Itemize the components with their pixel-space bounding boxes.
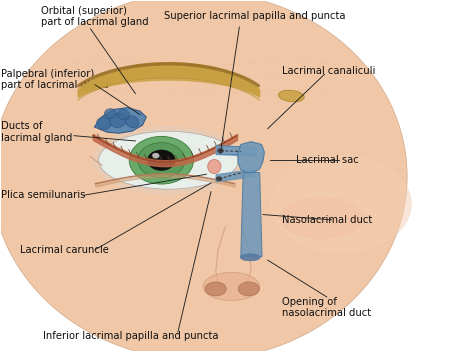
- Polygon shape: [241, 172, 262, 257]
- Text: Orbital (superior)
part of lacrimal gland: Orbital (superior) part of lacrimal glan…: [41, 6, 148, 27]
- Text: Lacrimal canaliculi: Lacrimal canaliculi: [282, 66, 375, 76]
- Ellipse shape: [238, 282, 259, 296]
- Text: Superior lacrimal papilla and puncta: Superior lacrimal papilla and puncta: [164, 12, 345, 21]
- Ellipse shape: [99, 131, 238, 189]
- Text: Opening of
nasolacrimal duct: Opening of nasolacrimal duct: [282, 297, 371, 318]
- Ellipse shape: [280, 197, 365, 239]
- Circle shape: [129, 136, 193, 184]
- Circle shape: [217, 148, 224, 153]
- Text: Plica semilunaris: Plica semilunaris: [0, 190, 85, 200]
- Text: Nasolacrimal duct: Nasolacrimal duct: [282, 215, 372, 225]
- Ellipse shape: [208, 159, 221, 174]
- Ellipse shape: [279, 90, 304, 102]
- Ellipse shape: [118, 109, 129, 120]
- Polygon shape: [94, 108, 146, 133]
- Ellipse shape: [125, 116, 139, 128]
- Ellipse shape: [97, 117, 111, 130]
- Ellipse shape: [203, 272, 260, 301]
- Ellipse shape: [93, 126, 244, 194]
- Polygon shape: [238, 142, 264, 172]
- Ellipse shape: [109, 114, 126, 127]
- Ellipse shape: [0, 0, 407, 352]
- Ellipse shape: [270, 155, 412, 253]
- Circle shape: [138, 143, 185, 178]
- Text: Lacrimal sac: Lacrimal sac: [296, 155, 359, 165]
- Circle shape: [147, 150, 175, 171]
- Ellipse shape: [240, 254, 260, 261]
- Text: Ducts of
lacrimal gland: Ducts of lacrimal gland: [0, 121, 72, 143]
- Ellipse shape: [205, 282, 227, 296]
- Circle shape: [152, 153, 159, 158]
- Circle shape: [216, 176, 222, 181]
- Text: Lacrimal caruncle: Lacrimal caruncle: [19, 245, 109, 254]
- Text: Inferior lacrimal papilla and puncta: Inferior lacrimal papilla and puncta: [43, 331, 219, 340]
- Text: Palpebral (inferior)
part of lacrimal gland: Palpebral (inferior) part of lacrimal gl…: [0, 69, 109, 90]
- Ellipse shape: [104, 109, 116, 119]
